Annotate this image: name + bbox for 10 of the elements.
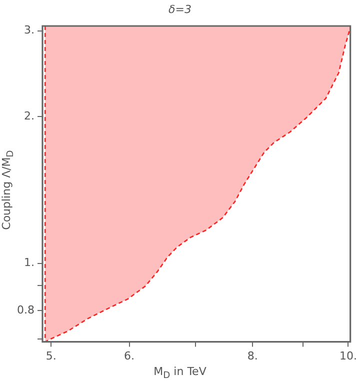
y-tick-label: 0.8 [16, 303, 34, 316]
x-tick-label: 10. [339, 349, 357, 362]
y-tick-label: 1. [24, 256, 34, 270]
x-tick-label: 5. [46, 349, 56, 362]
x-tick-label: 6. [124, 349, 135, 362]
y-tick-label: 2. [24, 110, 34, 123]
y-tick-label: 3. [24, 24, 34, 37]
x-axis-title: M$_{D}$ in TeV [152, 365, 208, 382]
chart-title: δ=3 [168, 3, 192, 16]
x-tick-label: 8. [247, 349, 258, 362]
